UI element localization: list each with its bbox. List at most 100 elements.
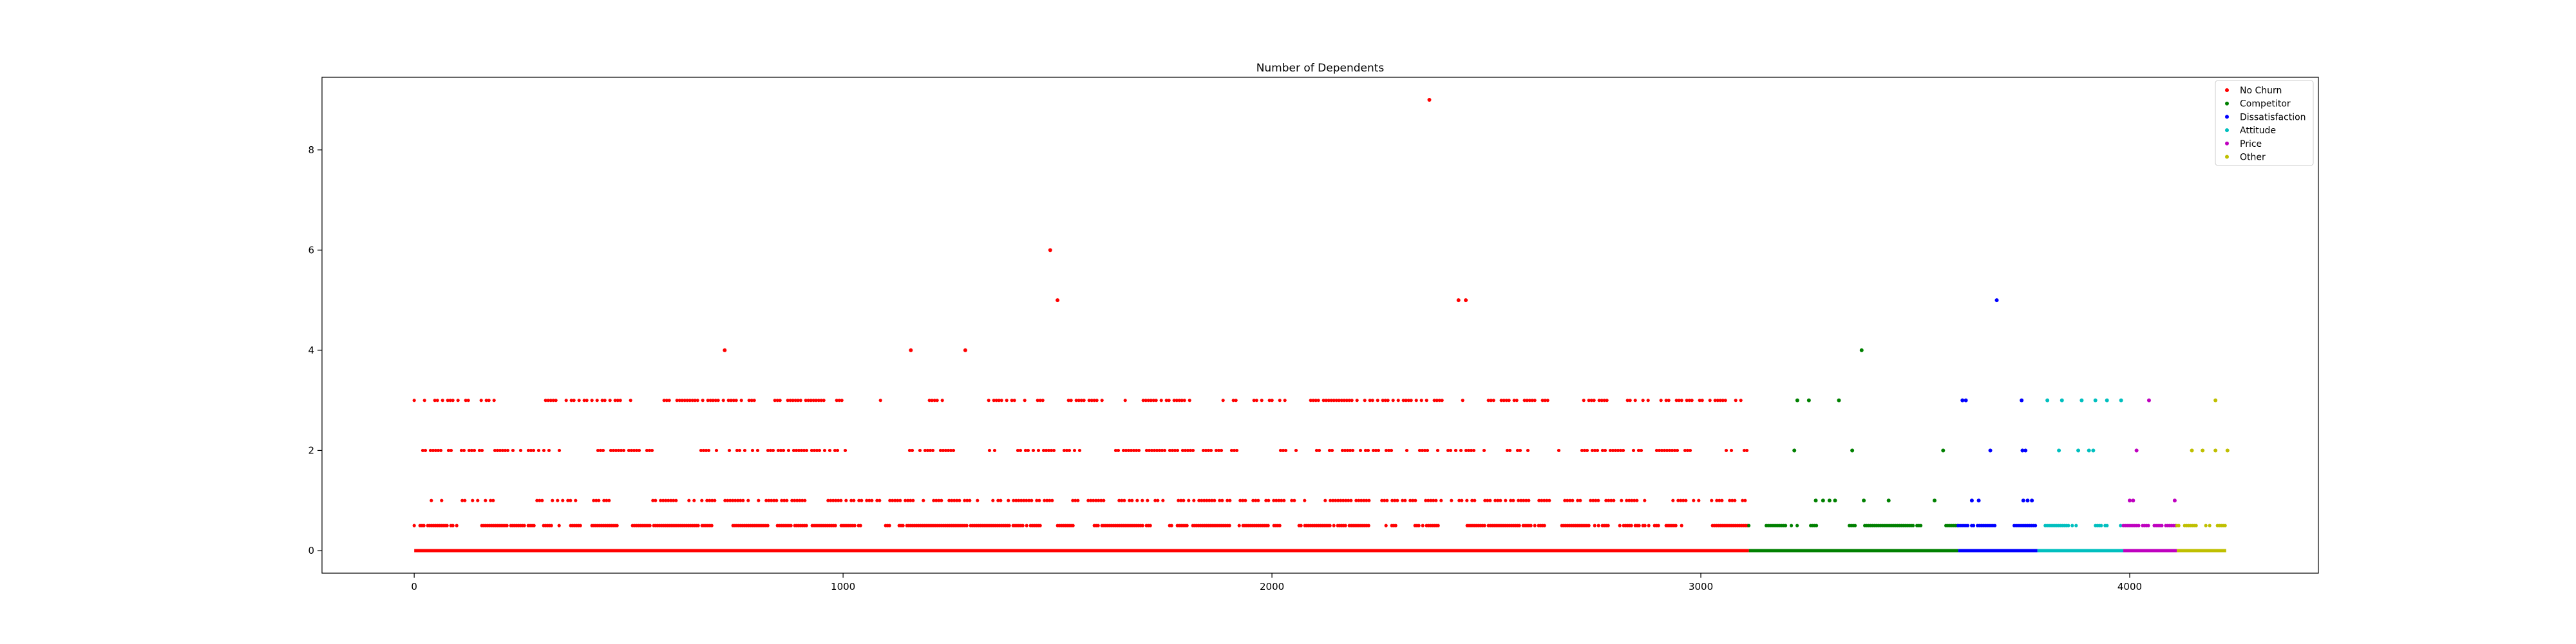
data-point bbox=[1414, 399, 1418, 402]
data-point bbox=[1144, 399, 1148, 402]
x-tick-label: 0 bbox=[411, 581, 417, 592]
data-point bbox=[955, 498, 959, 502]
data-point bbox=[1741, 498, 1745, 502]
data-point bbox=[812, 448, 817, 453]
x-tick-label: 1000 bbox=[831, 581, 855, 592]
data-point bbox=[1472, 448, 1476, 453]
data-point bbox=[1201, 448, 1206, 453]
data-point bbox=[1665, 448, 1669, 453]
data-point bbox=[1206, 448, 1211, 453]
data-point bbox=[1255, 399, 1258, 402]
data-point bbox=[1079, 399, 1083, 402]
data-point bbox=[467, 448, 471, 453]
data-point bbox=[556, 498, 560, 502]
data-point bbox=[714, 448, 719, 453]
data-point bbox=[1043, 498, 1046, 502]
data-point bbox=[771, 448, 775, 453]
data-point bbox=[585, 399, 589, 402]
data-point bbox=[462, 448, 466, 453]
data-point bbox=[1654, 448, 1659, 453]
data-point bbox=[1994, 298, 1999, 303]
data-point bbox=[1340, 448, 1345, 453]
data-point bbox=[574, 498, 578, 502]
data-point bbox=[804, 524, 808, 527]
data-point bbox=[693, 399, 697, 402]
data-point bbox=[1533, 524, 1537, 527]
data-point bbox=[1180, 399, 1184, 402]
data-point bbox=[1220, 498, 1224, 502]
data-point bbox=[2223, 524, 2227, 527]
data-point bbox=[1018, 448, 1023, 453]
data-point bbox=[1012, 399, 1016, 402]
legend-marker bbox=[2225, 115, 2229, 119]
data-point bbox=[1886, 498, 1891, 503]
data-point bbox=[431, 448, 435, 453]
data-point bbox=[1470, 498, 1474, 502]
data-point bbox=[446, 399, 450, 402]
data-point bbox=[1595, 448, 1600, 453]
data-point bbox=[1345, 448, 1350, 453]
data-point bbox=[726, 498, 730, 502]
data-point bbox=[1733, 498, 1737, 502]
data-point bbox=[522, 524, 526, 527]
data-point bbox=[1122, 498, 1126, 502]
data-point bbox=[1027, 498, 1031, 502]
data-point bbox=[911, 498, 915, 502]
data-point bbox=[1274, 498, 1278, 502]
data-point bbox=[1815, 524, 1819, 527]
data-point bbox=[1729, 448, 1734, 453]
data-point bbox=[1160, 448, 1164, 453]
data-point bbox=[1197, 498, 1201, 502]
data-point bbox=[1159, 399, 1163, 402]
data-point bbox=[1071, 524, 1075, 527]
data-point bbox=[1730, 498, 1734, 502]
data-point bbox=[1389, 448, 1394, 453]
data-point bbox=[2070, 524, 2074, 527]
data-point bbox=[422, 524, 426, 527]
data-point bbox=[440, 498, 444, 502]
data-point bbox=[672, 498, 676, 502]
data-point bbox=[1522, 498, 1526, 502]
data-point bbox=[498, 448, 502, 453]
data-point bbox=[1282, 498, 1286, 502]
data-point bbox=[1370, 399, 1374, 402]
data-point bbox=[1210, 498, 1214, 502]
data-point bbox=[1708, 399, 1712, 402]
data-point bbox=[1328, 524, 1332, 527]
data-point bbox=[1742, 448, 1747, 453]
data-point bbox=[940, 399, 944, 402]
data-point bbox=[511, 448, 515, 453]
data-point bbox=[577, 399, 581, 402]
data-point bbox=[853, 524, 857, 527]
data-point bbox=[1698, 399, 1701, 402]
data-point bbox=[1126, 448, 1131, 453]
data-point bbox=[1710, 498, 1714, 502]
data-point bbox=[1283, 448, 1288, 453]
data-point bbox=[1641, 399, 1645, 402]
data-point bbox=[1132, 448, 1136, 453]
data-point bbox=[752, 399, 756, 402]
data-point bbox=[1401, 399, 1405, 402]
plot-frame bbox=[321, 77, 2319, 574]
data-point bbox=[1168, 448, 1172, 453]
data-point bbox=[1021, 524, 1025, 527]
data-point bbox=[949, 448, 953, 453]
data-point bbox=[1200, 498, 1204, 502]
data-point bbox=[767, 498, 771, 502]
data-point bbox=[1150, 448, 1154, 453]
data-point bbox=[1713, 399, 1717, 402]
data-point bbox=[1314, 448, 1319, 453]
data-point bbox=[768, 448, 773, 453]
data-point bbox=[1358, 448, 1363, 453]
data-point bbox=[1071, 498, 1075, 502]
data-point bbox=[1135, 498, 1139, 502]
data-point bbox=[2099, 524, 2103, 527]
data-point bbox=[1911, 524, 1915, 527]
data-point bbox=[731, 498, 735, 502]
data-point bbox=[551, 399, 555, 402]
data-point bbox=[714, 399, 717, 402]
data-point bbox=[1594, 498, 1598, 502]
data-point bbox=[1417, 524, 1421, 527]
data-point bbox=[839, 498, 843, 502]
data-point bbox=[1833, 498, 1837, 503]
